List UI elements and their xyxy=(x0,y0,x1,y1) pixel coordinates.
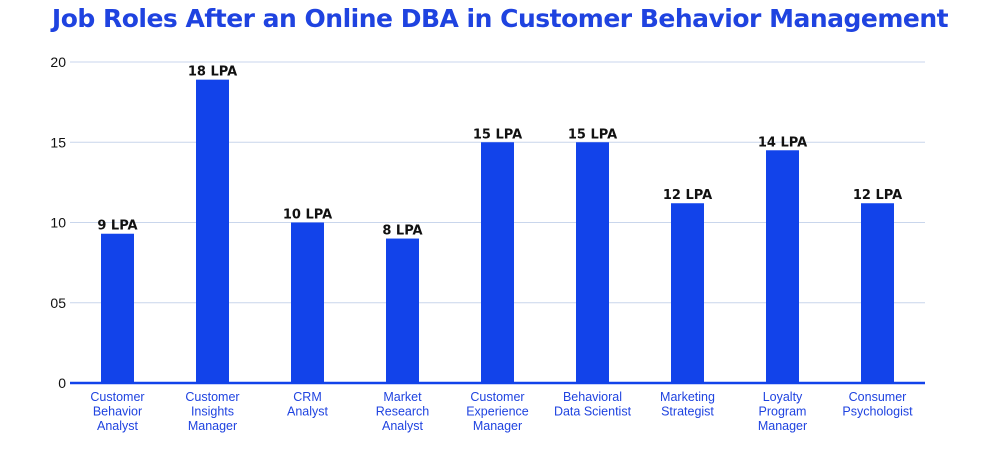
bar xyxy=(861,203,894,383)
category-label: Consumer Psychologist xyxy=(842,390,913,419)
bar xyxy=(766,150,799,383)
category-labels: Customer Behavior Analyst Customer Insights M… xyxy=(90,390,913,433)
y-tick-label: 20 xyxy=(50,54,66,70)
category-label: Customer Experience Manager xyxy=(466,390,529,433)
data-label: 10 LPA xyxy=(283,208,332,223)
data-labels: 9 LPA 18 LPA 10 LPA 8 LPA 15 LPA 15 LPA 12 LPA… xyxy=(97,65,902,239)
bar xyxy=(576,142,609,383)
data-label: 15 LPA xyxy=(473,127,522,142)
bars xyxy=(101,79,894,383)
bar xyxy=(481,142,514,383)
chart-title: Job Roles After an Online DBA in Custome… xyxy=(51,4,949,33)
data-label: 8 LPA xyxy=(382,224,422,239)
y-tick-label: 15 xyxy=(50,134,66,150)
bar xyxy=(386,238,419,383)
data-label: 12 LPA xyxy=(853,188,902,203)
category-label: Customer Behavior Analyst xyxy=(90,390,144,433)
category-label: Market Research Analyst xyxy=(376,390,430,433)
y-axis-ticks: 0 05 10 15 20 xyxy=(50,54,66,391)
category-label: Marketing Strategist xyxy=(660,390,715,419)
data-label: 15 LPA xyxy=(568,127,617,142)
bar xyxy=(671,203,704,383)
data-label: 9 LPA xyxy=(97,219,137,234)
category-label: Loyalty Program Manager xyxy=(758,390,807,433)
bar xyxy=(101,233,134,383)
bar xyxy=(196,79,229,383)
category-label: Behavioral Data Scientist xyxy=(554,390,632,419)
y-tick-label: 0 xyxy=(58,375,66,391)
bar xyxy=(291,222,324,383)
y-tick-label: 05 xyxy=(50,295,66,311)
y-tick-label: 10 xyxy=(50,215,66,231)
category-label: Customer Insights Manager xyxy=(185,390,239,433)
data-label: 14 LPA xyxy=(758,135,807,150)
data-label: 18 LPA xyxy=(188,65,237,80)
category-label: CRM Analyst xyxy=(287,390,329,419)
data-label: 12 LPA xyxy=(663,188,712,203)
